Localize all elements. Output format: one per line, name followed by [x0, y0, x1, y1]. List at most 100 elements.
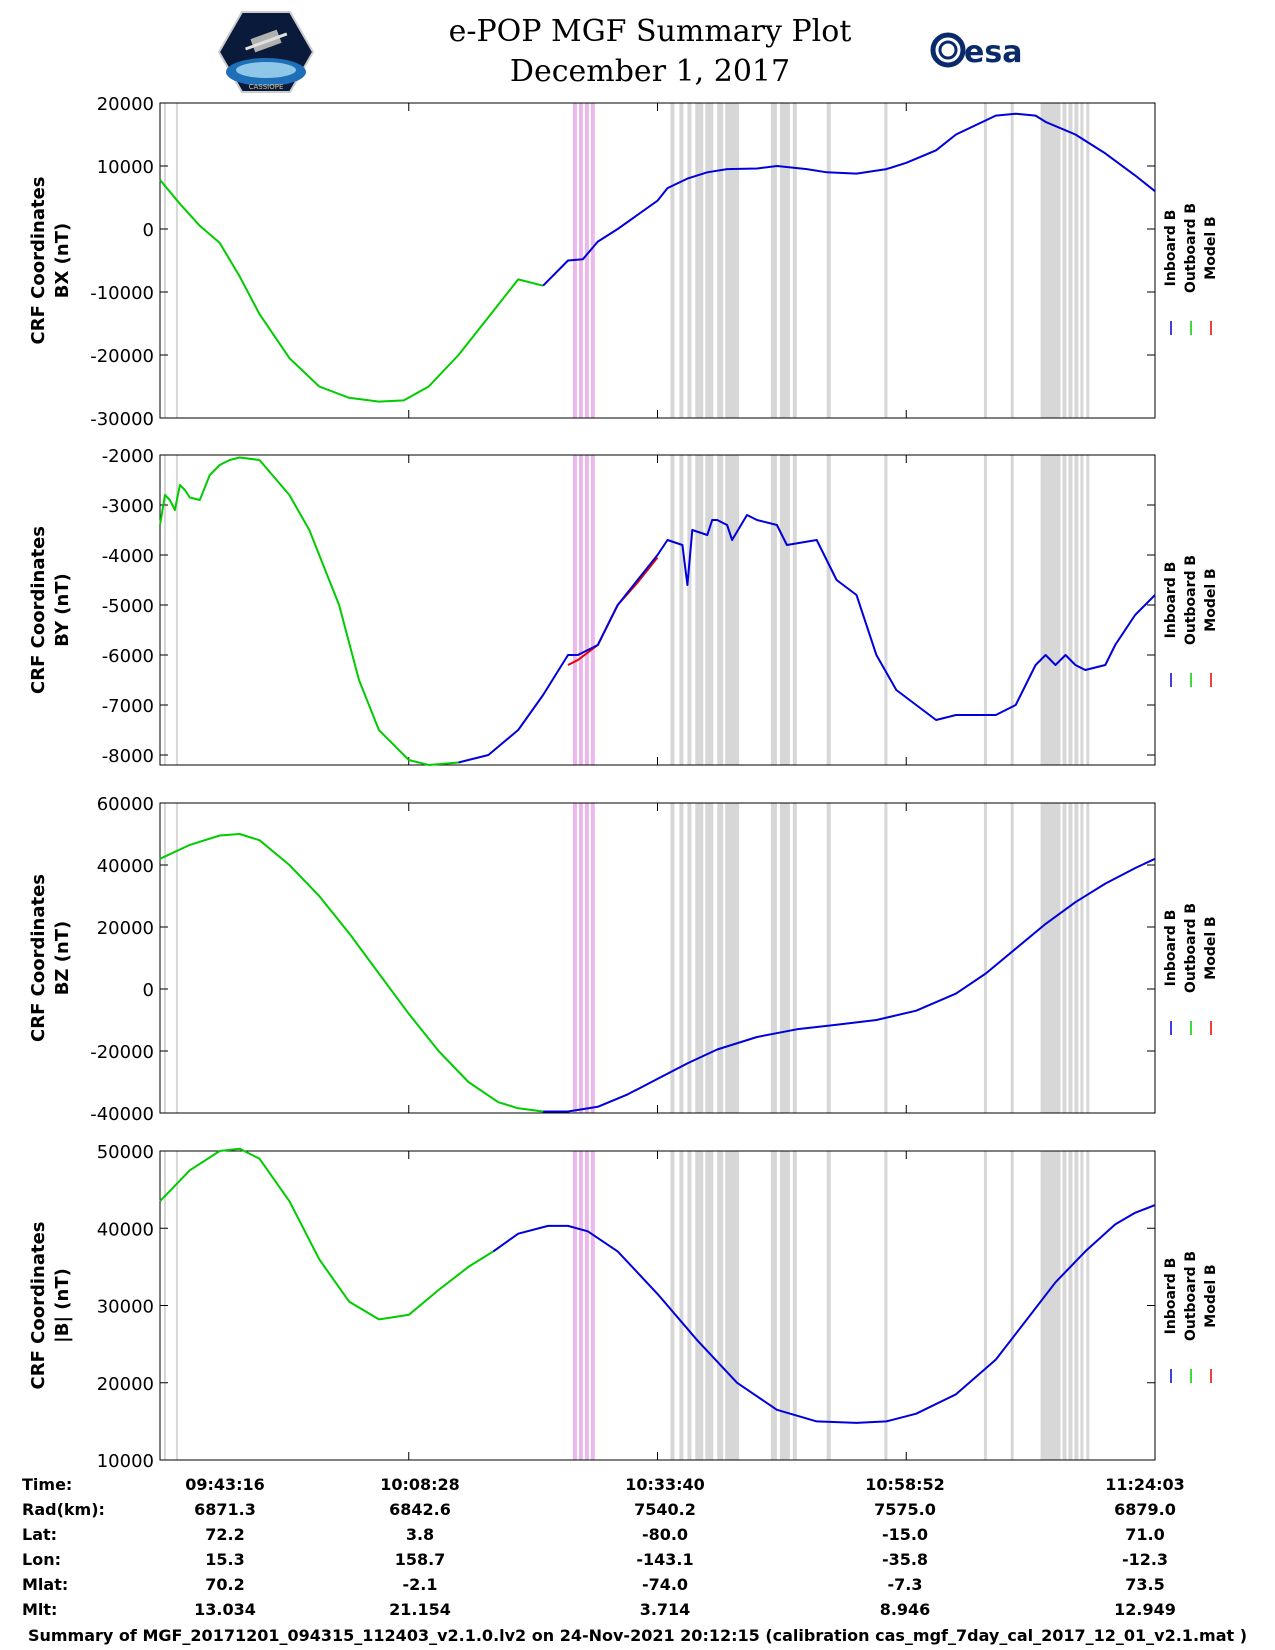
gap-band — [670, 455, 675, 765]
series-line-inboard-b — [492, 1204, 1156, 1424]
info-cell: 10:33:40 — [625, 1475, 705, 1494]
gap-band — [1010, 455, 1014, 765]
gap-band — [983, 1151, 987, 1460]
gap-band — [1068, 803, 1073, 1113]
chart-subtitle-date: December 1, 2017 — [509, 54, 791, 89]
gap-band — [1040, 103, 1061, 418]
gap-band — [578, 455, 583, 765]
legend-label: Model B — [1203, 1264, 1219, 1327]
gap-band — [687, 803, 692, 1113]
gap-band — [679, 103, 684, 418]
gap-band — [1062, 455, 1067, 765]
info-cell: 6879.0 — [1114, 1500, 1176, 1519]
gap-band — [687, 455, 692, 765]
gap-band — [983, 103, 987, 418]
y-tick-label: 10000 — [97, 157, 154, 178]
gap-band — [695, 803, 704, 1113]
gap-band — [1010, 803, 1014, 1113]
y-tick-label: -8000 — [102, 746, 154, 767]
gap-band — [983, 803, 987, 1113]
gap-band — [792, 455, 797, 765]
y-axis-label: CRF Coordinates — [28, 1222, 49, 1390]
info-cell: 3.8 — [406, 1525, 434, 1544]
gap-band — [725, 455, 740, 765]
legend-label: Outboard B — [1183, 203, 1199, 293]
legend-label: Inboard B — [1163, 562, 1179, 639]
chart-title: e-POP MGF Summary Plot — [448, 14, 852, 49]
y-tick-label: 30000 — [97, 1297, 154, 1318]
gap-band — [687, 103, 692, 418]
gap-band — [717, 1151, 724, 1460]
gap-band — [1040, 455, 1061, 765]
gap-band — [1010, 103, 1014, 418]
gap-band — [572, 1151, 577, 1460]
gap-band — [1074, 455, 1079, 765]
series-line-outboard-b — [159, 833, 544, 1113]
gap-band — [590, 803, 595, 1113]
legend-label: Inboard B — [1163, 1258, 1179, 1335]
gap-band — [1086, 455, 1090, 765]
gap-band — [164, 103, 166, 418]
gap-band — [1068, 103, 1073, 418]
y-tick-label: -20000 — [90, 346, 154, 367]
info-cell: -74.0 — [642, 1575, 688, 1594]
gap-band — [725, 803, 740, 1113]
esa-logo-text: esa — [964, 35, 1022, 70]
gap-band — [725, 1151, 740, 1460]
gap-band — [717, 455, 724, 765]
gap-band — [770, 1151, 777, 1460]
series-line-inboard-b — [458, 514, 1156, 764]
gap-band — [770, 803, 777, 1113]
gap-band — [584, 1151, 589, 1460]
y-tick-label: -6000 — [102, 646, 154, 667]
legend-label: Inboard B — [1163, 210, 1179, 287]
gap-band — [779, 103, 790, 418]
y-tick-label: 40000 — [97, 856, 154, 877]
panel-3: 60000 40000 20000 0 -20000 -40000 CRF Coordina… — [28, 794, 1219, 1125]
cassiope-mission-logo: CASSIOPE — [218, 11, 314, 93]
gap-band — [1062, 103, 1067, 418]
info-cell: 3.714 — [640, 1600, 691, 1619]
gap-band — [1068, 455, 1073, 765]
gap-band — [679, 455, 684, 765]
info-cell: 11:24:03 — [1105, 1475, 1185, 1494]
y-tick-label: -10000 — [90, 283, 154, 304]
y-tick-label: -2000 — [102, 446, 154, 467]
info-row-label: Lon: — [22, 1550, 61, 1569]
y-axis-label: CRF Coordinates — [28, 177, 49, 345]
gap-band — [584, 455, 589, 765]
gap-band — [779, 803, 790, 1113]
info-row-label: Rad(km): — [22, 1500, 105, 1519]
y-tick-label: -20000 — [90, 1042, 154, 1063]
y-tick-label: -30000 — [90, 409, 154, 430]
info-cell: 8.946 — [880, 1600, 931, 1619]
gap-band — [578, 1151, 583, 1460]
gap-band — [590, 103, 595, 418]
series-line-outboard-b — [159, 456, 459, 766]
gap-band — [687, 1151, 692, 1460]
y-tick-label: -40000 — [90, 1104, 154, 1125]
gap-band — [590, 1151, 595, 1460]
gap-band — [175, 103, 178, 418]
gap-band — [826, 103, 831, 418]
y-tick-label: -5000 — [102, 596, 154, 617]
info-cell: 13.034 — [194, 1600, 256, 1619]
gap-band — [1080, 455, 1084, 765]
gap-band — [884, 103, 888, 418]
gap-band — [983, 455, 987, 765]
gap-band — [695, 455, 704, 765]
info-row-label: Mlt: — [22, 1600, 57, 1619]
gap-band — [792, 1151, 797, 1460]
legend-label: Model B — [1203, 916, 1219, 979]
gap-band — [175, 1151, 178, 1460]
gap-band — [590, 455, 595, 765]
y-tick-label: -3000 — [102, 496, 154, 517]
info-cell: -80.0 — [642, 1525, 688, 1544]
legend-label: Model B — [1203, 568, 1219, 631]
y-tick-label: 0 — [143, 220, 154, 241]
gap-band — [1086, 103, 1090, 418]
legend-label: Inboard B — [1163, 910, 1179, 987]
gap-band — [705, 455, 714, 765]
y-tick-label: 0 — [143, 980, 154, 1001]
